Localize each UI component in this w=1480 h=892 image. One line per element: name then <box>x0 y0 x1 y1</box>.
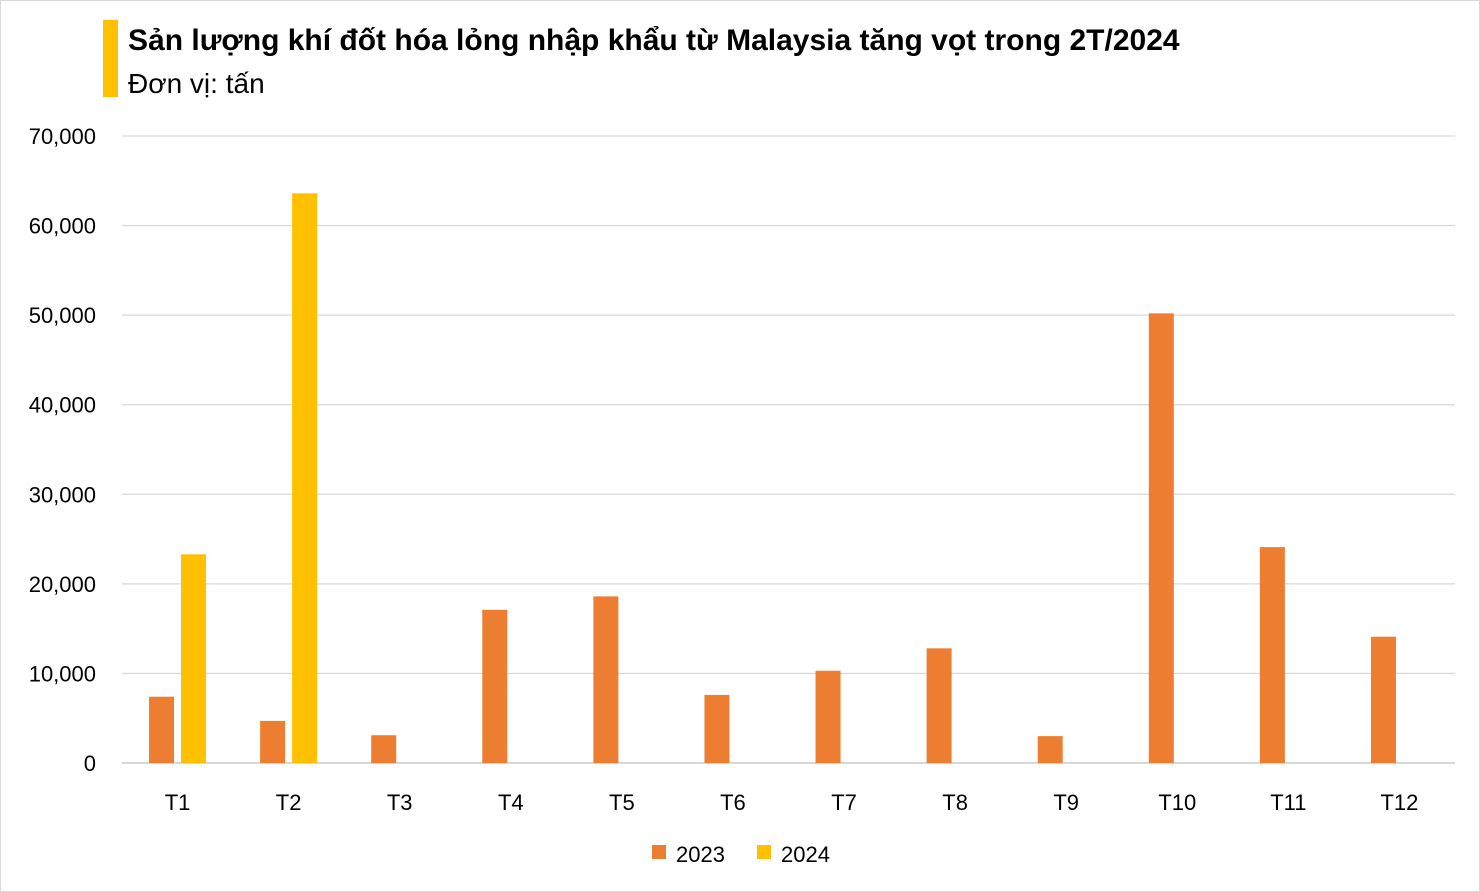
bar-2024-T2 <box>292 193 318 764</box>
y-tick-label: 20,000 <box>29 572 96 597</box>
x-tick-label: T3 <box>387 790 413 815</box>
y-tick-label: 30,000 <box>29 482 96 507</box>
x-tick-label: T5 <box>609 790 635 815</box>
bar-2023-T6 <box>704 694 730 763</box>
x-tick-label: T4 <box>498 790 524 815</box>
bar-2023-T9 <box>1037 736 1063 763</box>
y-tick-label: 40,000 <box>29 393 96 418</box>
legend-label-2024: 2024 <box>781 842 830 867</box>
bar-2023-T5 <box>593 596 619 763</box>
bar-2023-T7 <box>815 670 841 763</box>
y-tick-label: 0 <box>84 751 96 776</box>
bar-2023-T12 <box>1370 636 1396 763</box>
bar-2023-T8 <box>926 648 952 763</box>
title-accent-bar <box>103 20 118 97</box>
x-tick-label: T6 <box>720 790 746 815</box>
bar-2023-T3 <box>371 735 397 763</box>
chart-subtitle: Đơn vị: tấn <box>128 68 265 99</box>
legend-label-2023: 2023 <box>676 842 725 867</box>
bar-2023-T4 <box>482 609 508 763</box>
x-tick-label: T12 <box>1380 790 1418 815</box>
x-tick-label: T7 <box>831 790 857 815</box>
y-tick-label: 70,000 <box>29 124 96 149</box>
x-tick-label: T2 <box>276 790 302 815</box>
y-tick-label: 60,000 <box>29 214 96 239</box>
x-tick-label: T1 <box>165 790 191 815</box>
legend-swatch-2024 <box>757 845 771 859</box>
chart-title: Sản lượng khí đốt hóa lỏng nhập khẩu từ … <box>128 24 1180 57</box>
x-tick-label: T10 <box>1158 790 1196 815</box>
bar-2023-T2 <box>260 720 286 763</box>
bar-2023-T1 <box>149 696 175 763</box>
legend-swatch-2023 <box>652 845 666 859</box>
y-tick-label: 50,000 <box>29 303 96 328</box>
bar-2023-T10 <box>1148 313 1174 763</box>
bar-2023-T11 <box>1259 547 1285 763</box>
x-tick-label: T11 <box>1270 790 1306 815</box>
x-tick-label: T9 <box>1053 790 1079 815</box>
bar-2024-T1 <box>181 554 207 763</box>
x-tick-label: T8 <box>942 790 968 815</box>
y-tick-label: 10,000 <box>29 661 96 686</box>
